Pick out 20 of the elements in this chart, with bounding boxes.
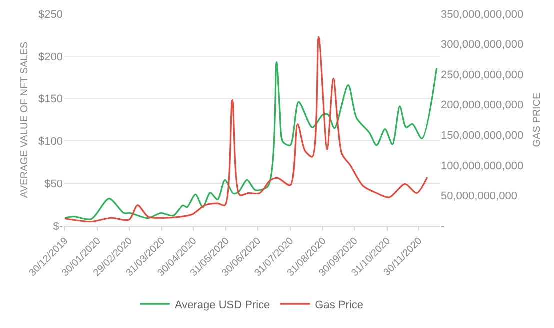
y2-tick-label: 200,000,000,000 xyxy=(441,100,524,112)
y-axis-title: AVERAGE VALUE OF NFT SALES xyxy=(20,42,31,198)
y2-tick-label: 350,000,000,000 xyxy=(441,8,524,21)
y2-axis-title: GAS PRICE xyxy=(532,92,544,148)
y2-tick-label: 300,000,000,000 xyxy=(441,39,524,52)
y-tick-label: $200 xyxy=(38,51,63,64)
y-tick-label: $- xyxy=(53,220,64,233)
y-tick-label: $50 xyxy=(44,178,63,190)
legend-label: Gas Price xyxy=(315,299,364,312)
y2-tick-label: 250,000,000,000 xyxy=(441,69,524,82)
y2-tick-label: 50,000,000,000 xyxy=(441,190,518,203)
y-tick-label: $150 xyxy=(38,94,63,106)
y2-tick-label: 150,000,000,000 xyxy=(441,130,524,142)
y2-tick-label: - xyxy=(441,220,445,233)
line-series xyxy=(64,36,428,223)
legend-label: Average USD Price xyxy=(175,299,270,312)
y2-tick-label: 100,000,000,000 xyxy=(441,160,524,172)
line-series xyxy=(64,62,438,220)
y-tick-label: $100 xyxy=(38,136,63,148)
y-tick-label: $250 xyxy=(38,8,63,21)
